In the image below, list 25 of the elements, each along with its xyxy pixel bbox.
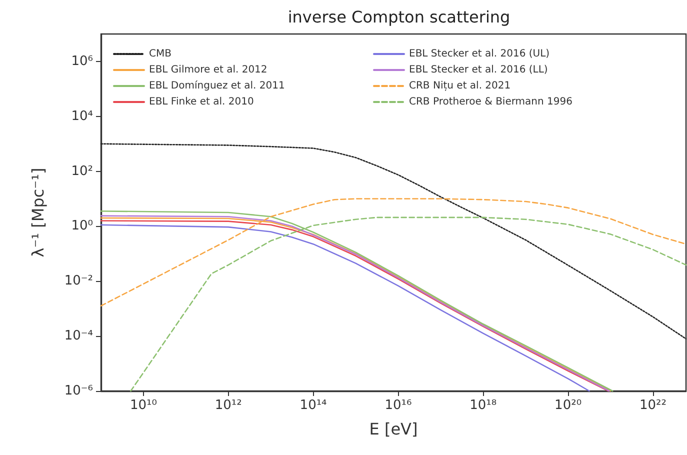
x-tick-label: 10²² (639, 398, 666, 413)
legend-label: EBL Gilmore et al. 2012 (149, 64, 268, 76)
y-tick-label: 10⁴ (71, 108, 93, 124)
x-tick-label: 10¹⁸ (470, 398, 497, 413)
x-tick-label: 10¹⁶ (384, 398, 412, 413)
legend-label: EBL Stecker et al. 2016 (UL) (409, 48, 550, 60)
legend-label: CMB (149, 48, 172, 60)
legend-label: CRB Nițu et al. 2021 (409, 80, 511, 92)
y-tick-label: 10² (71, 164, 93, 179)
legend-label: EBL Stecker et al. 2016 (LL) (409, 64, 548, 76)
y-axis-title: λ⁻¹ [Mpc⁻¹] (28, 168, 48, 258)
x-tick-label: 10¹² (214, 398, 242, 413)
y-tick-label: 10⁻⁶ (64, 384, 93, 398)
legend-label: CRB Protheroe & Biermann 1996 (409, 96, 572, 108)
y-tick-label: 10⁰ (71, 218, 93, 234)
y-tick-label: 10⁶ (71, 54, 93, 69)
y-tick-label: 10⁻⁴ (64, 328, 93, 344)
x-tick-label: 10²⁰ (554, 398, 582, 413)
x-tick-label: 10¹⁰ (130, 398, 157, 413)
y-tick-label: 10⁻² (64, 274, 93, 289)
chart-title: inverse Compton scattering (288, 8, 510, 26)
legend-label: EBL Domínguez et al. 2011 (149, 80, 285, 92)
x-tick-label: 10¹⁴ (300, 398, 327, 413)
x-axis-title: E [eV] (369, 420, 418, 438)
legend-label: EBL Finke et al. 2010 (149, 96, 254, 108)
